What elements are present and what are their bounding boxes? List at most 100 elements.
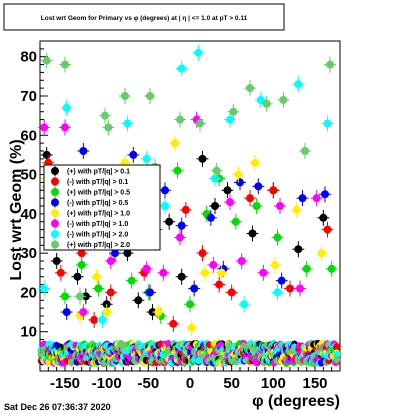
data-point (201, 268, 209, 277)
data-point (102, 308, 111, 317)
data-point (177, 221, 186, 230)
data-point (61, 60, 69, 69)
y-axis-title: Lost wrt Geom (%) (8, 139, 25, 280)
data-point (286, 284, 294, 293)
data-point (301, 147, 309, 155)
data-point (294, 80, 303, 89)
data-point (161, 186, 169, 195)
x-axis-title: φ (degrees) (252, 393, 340, 410)
data-point (177, 272, 186, 281)
data-point (251, 158, 259, 167)
data-point (142, 154, 151, 163)
data-point (123, 119, 132, 128)
x-tick-label: -50 (137, 375, 159, 392)
data-point (62, 308, 71, 317)
data-point (123, 249, 132, 258)
baseline-point (333, 356, 341, 364)
data-point (211, 174, 219, 183)
data-point (62, 103, 71, 112)
y-tick-label: 60 (20, 127, 37, 144)
data-point (234, 170, 243, 179)
data-point (186, 300, 194, 309)
x-tick-label: -100 (92, 375, 122, 392)
data-point (187, 323, 196, 332)
data-point (326, 60, 334, 69)
data-point (206, 213, 215, 222)
data-point (321, 190, 329, 199)
data-point (323, 225, 332, 234)
data-point (79, 147, 88, 155)
data-point (256, 95, 265, 104)
data-point (121, 92, 129, 100)
data-point (56, 268, 65, 277)
baseline-point (333, 343, 341, 351)
data-point (106, 257, 115, 265)
data-point (296, 284, 304, 293)
y-tick-label: 20 (20, 284, 37, 301)
data-point (76, 292, 84, 301)
data-point (79, 308, 88, 317)
data-point (190, 284, 199, 293)
legend-box (43, 164, 161, 251)
legend-label: (-) with pT/|q| > 1.0 (67, 221, 128, 228)
data-point (159, 268, 168, 277)
y-tick-label: 80 (20, 49, 37, 66)
data-point (279, 95, 288, 104)
data-point (252, 202, 261, 210)
data-point (146, 288, 154, 297)
data-point (211, 202, 219, 210)
data-point (273, 288, 282, 297)
data-point (173, 166, 182, 175)
y-axis: 10 20 30 40 50 60 70 80 (20, 40, 48, 364)
legend-label: (-) with pT/|q| > 0.5 (67, 200, 128, 207)
x-tick-label: 0 (186, 375, 194, 392)
data-point (217, 268, 226, 277)
data-point (236, 178, 244, 187)
data-point (61, 292, 69, 301)
legend-label: (+) with pT/|q| > 2.0 (67, 242, 130, 249)
data-point (104, 123, 113, 132)
data-point (259, 268, 268, 277)
legend-label: (+) with pT/|q| > 1.0 (67, 211, 130, 218)
data-point (146, 92, 154, 100)
legend-label: (+) with pT/|q| > 0.5 (67, 190, 130, 197)
data-point (317, 249, 326, 258)
data-point (77, 260, 86, 269)
data-point (212, 166, 221, 175)
data-point (42, 56, 51, 65)
data-point (61, 123, 69, 132)
data-point (142, 264, 151, 273)
x-tick-label: -150 (50, 375, 80, 392)
data-point (246, 194, 254, 203)
data-point (98, 315, 107, 324)
y-tick-label: 30 (20, 245, 37, 262)
data-point (226, 115, 234, 124)
data-point (106, 288, 115, 297)
data-point (169, 319, 178, 328)
data-point (271, 260, 279, 269)
baseline-point (195, 356, 203, 365)
data-point (177, 64, 186, 73)
y-tick-label: 40 (20, 206, 37, 223)
data-point (129, 150, 138, 159)
data-point (209, 260, 218, 269)
data-point (294, 245, 303, 254)
legend-label: (+) with pT/|q| > 0.1 (67, 169, 130, 176)
data-point (323, 119, 332, 128)
data-point (240, 300, 249, 309)
data-point (254, 182, 263, 191)
baseline-cluster (37, 339, 341, 368)
data-point (42, 150, 51, 159)
data-point (312, 194, 321, 203)
data-point (223, 186, 232, 195)
data-point (302, 264, 311, 273)
data-point (327, 264, 336, 273)
data-point (215, 280, 224, 289)
data-point (40, 123, 49, 132)
data-point (154, 308, 163, 317)
data-point (276, 202, 284, 210)
data-point (165, 217, 174, 226)
data-point (226, 198, 234, 207)
data-point (73, 272, 82, 281)
data-point (248, 229, 257, 238)
